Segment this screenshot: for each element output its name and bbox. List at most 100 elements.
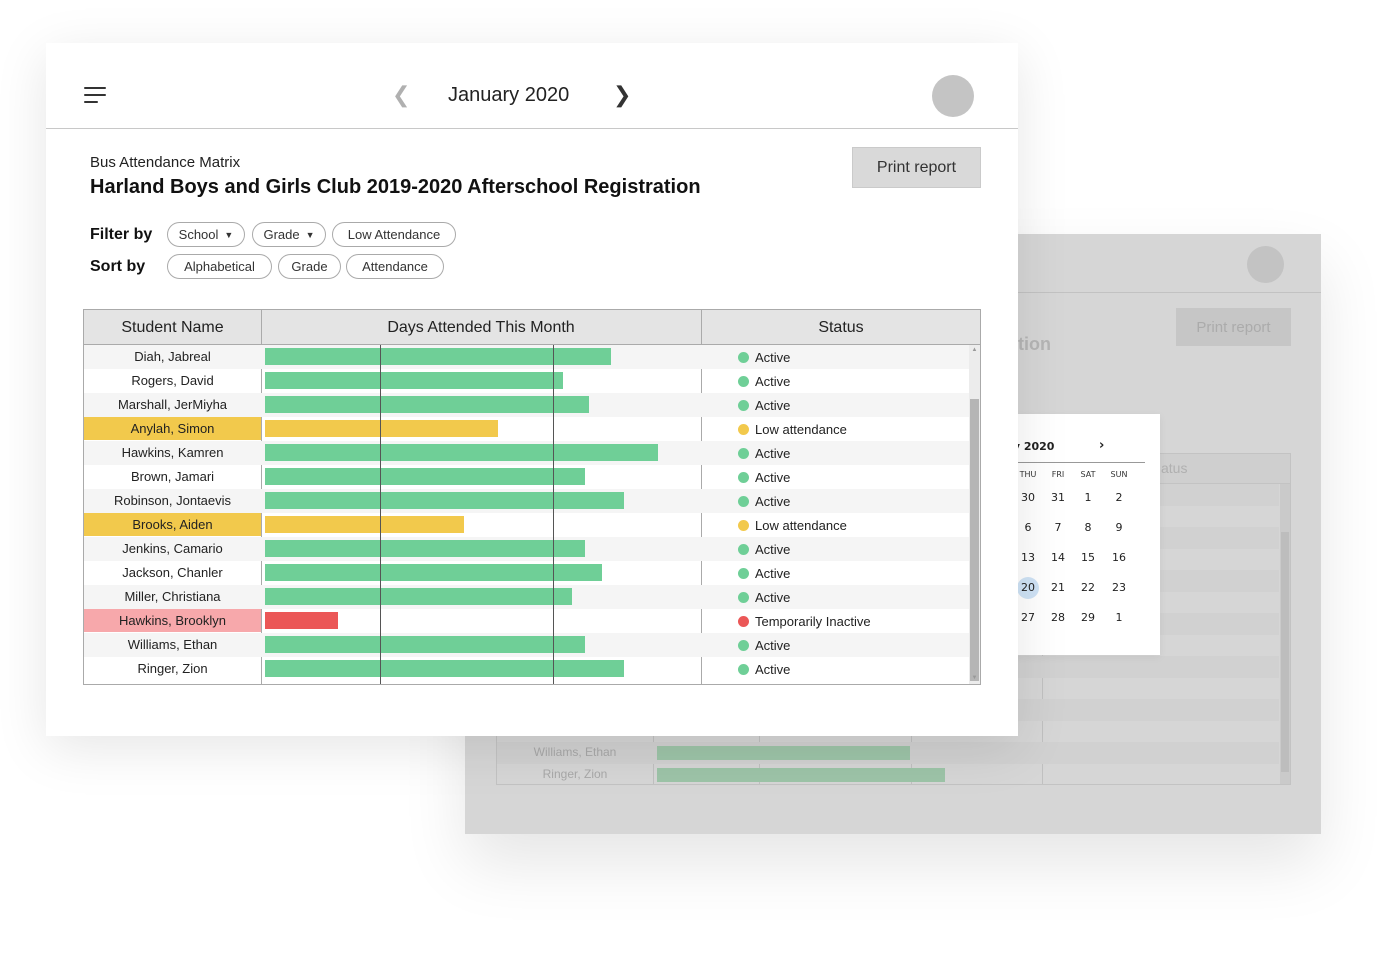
filter-chip-low-attendance[interactable]: Low Attendance — [332, 222, 456, 247]
table-row[interactable]: Rogers, David Active — [84, 369, 970, 393]
status-label: Active — [755, 373, 791, 389]
calendar-day[interactable]: 20 — [1017, 577, 1039, 599]
calendar-day[interactable]: 29 — [1081, 611, 1095, 624]
calendar-day[interactable]: 14 — [1051, 551, 1065, 564]
scroll-thumb[interactable] — [970, 399, 979, 681]
sort-chip-alphabetical[interactable]: Alphabetical — [167, 254, 272, 279]
main-window: ❮ January 2020 ❯ Bus Attendance Matrix H… — [46, 43, 1018, 736]
report-subtitle: Bus Attendance Matrix — [90, 154, 241, 171]
background-student-name: Ringer, Zion — [542, 766, 608, 781]
background-title-fragment: tion — [1018, 334, 1051, 354]
calendar-day[interactable]: 13 — [1021, 551, 1035, 564]
status-label: Active — [755, 661, 791, 677]
attendance-bar — [265, 348, 611, 365]
current-month[interactable]: January 2020 — [448, 84, 570, 106]
status-dot-icon — [738, 399, 749, 411]
student-name[interactable]: Robinson, Jontaevis — [113, 493, 232, 508]
calendar-day[interactable]: 15 — [1081, 551, 1095, 564]
calendar-day[interactable]: 2 — [1115, 491, 1123, 504]
date-picker-popup: ary 2020 › THU FRI SAT SUN 30 31 1 2 6 7 8 9 13 14 15 1… — [1000, 414, 1160, 655]
print-report-button[interactable]: Print report — [852, 147, 981, 188]
student-name[interactable]: Jackson, Chanler — [122, 565, 223, 580]
student-name[interactable]: Jenkins, Camario — [122, 541, 223, 556]
table-row[interactable]: Robinson, Jontaevis Active — [84, 489, 970, 513]
student-name[interactable]: Miller, Christiana — [124, 589, 221, 604]
table-row[interactable]: Brooks, Aiden Low attendance — [84, 513, 970, 537]
student-name[interactable]: Marshall, JerMiyha — [117, 397, 228, 412]
chevron-left-icon[interactable]: ❮ — [392, 82, 411, 107]
attendance-bar — [265, 564, 602, 581]
column-header-days-attended[interactable]: Days Attended This Month — [387, 319, 575, 336]
background-scrollbar — [1280, 484, 1290, 784]
calendar-day[interactable]: 9 — [1115, 521, 1123, 534]
background-avatar — [1247, 246, 1284, 283]
calendar-day[interactable]: 31 — [1051, 491, 1065, 504]
scroll-down-icon[interactable]: ▼ — [971, 675, 978, 681]
status-label: Low attendance — [755, 517, 847, 533]
student-name[interactable]: Ringer, Zion — [137, 661, 208, 676]
status-dot-icon — [738, 351, 749, 363]
table-scrollbar[interactable]: ▲ ▼ — [969, 345, 980, 684]
calendar-day[interactable]: 6 — [1024, 521, 1032, 534]
column-header-status[interactable]: Status — [818, 319, 864, 336]
filter-chip-grade[interactable]: Grade ▼ — [252, 222, 326, 247]
status-dot-icon — [738, 519, 749, 531]
chevron-right-icon[interactable]: › — [1099, 438, 1105, 453]
table-row[interactable]: Hawkins, Brooklyn Temporarily Inactive — [84, 609, 970, 633]
table-row[interactable]: Diah, Jabreal Active — [84, 345, 970, 369]
status-cell: Active — [738, 393, 790, 417]
student-name[interactable]: Williams, Ethan — [127, 637, 218, 652]
days-gridline — [380, 345, 381, 684]
calendar-day[interactable]: 16 — [1112, 551, 1126, 564]
status-cell: Active — [738, 537, 790, 561]
student-name[interactable]: Hawkins, Kamren — [121, 445, 224, 460]
filter-chip-school[interactable]: School ▼ — [167, 222, 245, 247]
caret-down-icon: ▼ — [224, 229, 234, 240]
student-name[interactable]: Anylah, Simon — [84, 417, 261, 440]
student-name[interactable]: Hawkins, Brooklyn — [84, 609, 261, 632]
calendar-day[interactable]: 23 — [1112, 581, 1126, 594]
background-row: Williams, Ethan — [497, 742, 1279, 764]
status-dot-icon — [738, 567, 749, 579]
status-cell: Active — [738, 489, 790, 513]
calendar-day[interactable]: 21 — [1051, 581, 1065, 594]
student-name[interactable]: Brown, Jamari — [130, 469, 215, 484]
table-row[interactable]: Hawkins, Kamren Active — [84, 441, 970, 465]
table-row[interactable]: Miller, Christiana Active — [84, 585, 970, 609]
table-row[interactable]: Jenkins, Camario Active — [84, 537, 970, 561]
student-name[interactable]: Rogers, David — [131, 373, 214, 388]
table-row[interactable]: Ringer, Zion Active — [84, 657, 970, 681]
student-name[interactable]: Diah, Jabreal — [134, 349, 211, 364]
calendar-day[interactable]: 7 — [1054, 521, 1062, 534]
weekday-label: SAT — [1080, 470, 1096, 479]
table-row[interactable]: Marshall, JerMiyha Active — [84, 393, 970, 417]
background-student-name: Williams, Ethan — [533, 745, 617, 759]
column-header-student-name[interactable]: Student Name — [121, 319, 224, 336]
chevron-right-icon[interactable]: ❯ — [613, 82, 632, 107]
hamburger-menu-icon[interactable] — [84, 87, 106, 103]
table-row[interactable]: Anylah, Simon Low attendance — [84, 417, 970, 441]
status-cell: Low attendance — [738, 417, 847, 441]
calendar-day[interactable]: 22 — [1081, 581, 1095, 594]
status-label: Active — [755, 493, 791, 509]
table-row[interactable]: Jackson, Chanler Active — [84, 561, 970, 585]
status-cell: Active — [738, 657, 790, 681]
sort-chip-attendance[interactable]: Attendance — [346, 254, 444, 279]
calendar-day[interactable]: 1 — [1084, 491, 1092, 504]
days-gridline — [553, 345, 554, 684]
scroll-up-icon[interactable]: ▲ — [971, 347, 978, 353]
status-label: Active — [755, 469, 791, 485]
calendar-day[interactable]: 27 — [1021, 611, 1035, 624]
student-name[interactable]: Brooks, Aiden — [84, 513, 261, 536]
table-row[interactable]: Williams, Ethan Active — [84, 633, 970, 657]
avatar[interactable] — [932, 75, 974, 117]
background-attendance-bar — [657, 767, 945, 782]
status-cell: Active — [738, 465, 790, 489]
calendar-day[interactable]: 1 — [1115, 611, 1123, 624]
sort-chip-grade[interactable]: Grade — [278, 254, 341, 279]
status-dot-icon — [738, 495, 749, 507]
calendar-day[interactable]: 28 — [1051, 611, 1065, 624]
calendar-day[interactable]: 8 — [1084, 521, 1092, 534]
table-row[interactable]: Brown, Jamari Active — [84, 465, 970, 489]
calendar-day[interactable]: 30 — [1021, 491, 1035, 504]
